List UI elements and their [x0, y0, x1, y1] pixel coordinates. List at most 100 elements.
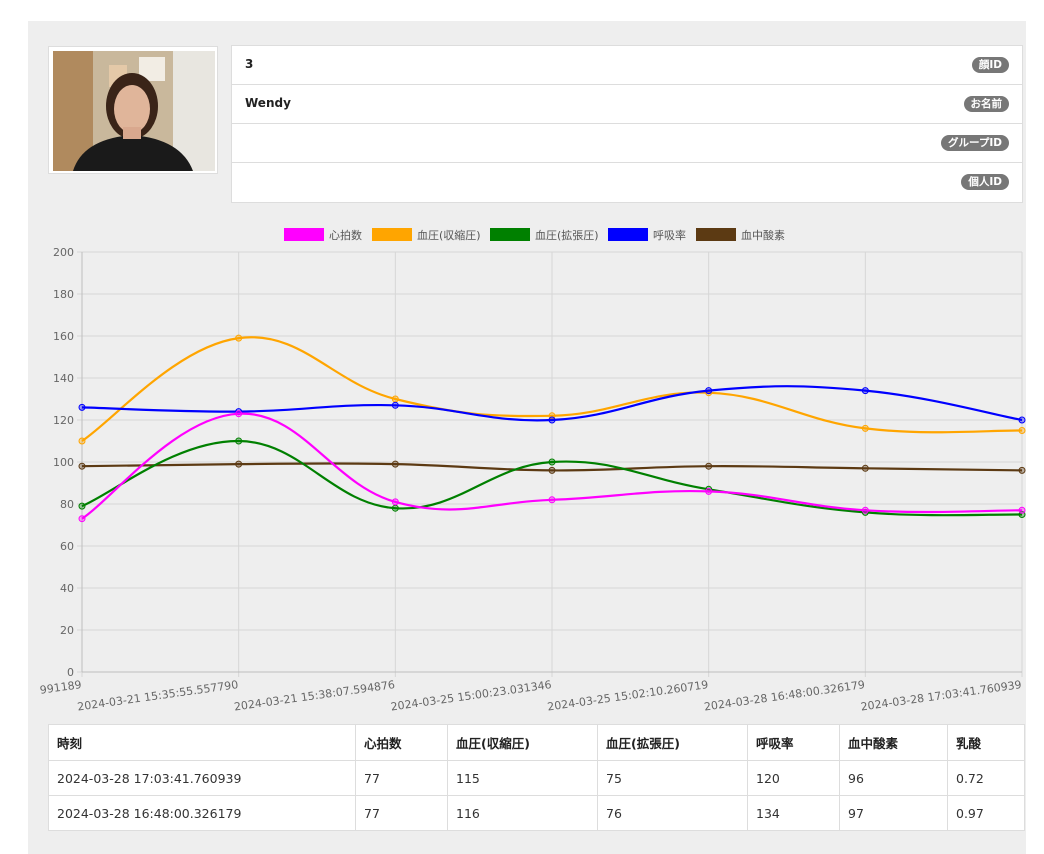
y-tick-label: 80: [60, 498, 74, 511]
x-tick-label: 2024-03-25 15:00:23.031346: [390, 678, 553, 712]
profile-info: 3 顔ID Wendy お名前 グループID 個人ID: [231, 45, 1023, 203]
data-point: [78, 403, 86, 411]
cell-heart-rate: 77: [355, 795, 448, 831]
y-tick-label: 180: [53, 288, 74, 301]
cell-time: 2024-03-28 17:03:41.760939: [48, 760, 356, 796]
data-point: [78, 462, 86, 470]
x-tick-label: 2024-03-28 16:48:00.326179: [703, 678, 866, 712]
table-header-row: 時刻 心拍数 血圧(収縮圧) 血圧(拡張圧) 呼吸率 血中酸素 乳酸: [48, 724, 1025, 761]
data-point: [548, 496, 556, 504]
x-tick-label: 2024-03-28 17:03:41.760939: [860, 678, 1023, 712]
cell-diastolic: 75: [597, 760, 748, 796]
data-point: [391, 395, 399, 403]
data-point: [705, 487, 713, 495]
legend-swatch: [608, 228, 648, 241]
table-row: 2024-03-28 17:03:41.760939 77 115 75 120…: [48, 760, 1025, 796]
header-diastolic: 血圧(拡張圧): [597, 724, 748, 761]
legend-swatch: [490, 228, 530, 241]
data-point: [1018, 427, 1026, 434]
series-line: [81, 336, 1023, 442]
face-id-row: 3 顔ID: [232, 46, 1022, 85]
x-tick-label: 2024-03-25 15:02:10.260719: [547, 678, 710, 712]
series-line: [81, 412, 1023, 520]
data-point: [391, 401, 399, 409]
group-id-row: グループID: [232, 124, 1022, 163]
x-tick-label: 991189: [39, 678, 82, 697]
cell-systolic: 115: [447, 760, 598, 796]
header-time: 時刻: [48, 724, 356, 761]
data-point: [235, 460, 243, 468]
y-tick-label: 200: [53, 246, 74, 259]
vitals-line-chart: 0204060801001201401601802009911892024-03…: [39, 228, 1026, 712]
cell-systolic: 116: [447, 795, 598, 831]
portrait-image: [53, 51, 215, 171]
cell-blood-oxygen: 97: [839, 795, 948, 831]
header-respiration: 呼吸率: [747, 724, 840, 761]
data-point: [1018, 416, 1026, 424]
cell-lactate: 0.97: [947, 795, 1025, 831]
y-tick-label: 140: [53, 372, 74, 385]
cell-diastolic: 76: [597, 795, 748, 831]
x-tick-label: 2024-03-21 15:35:55.557790: [77, 678, 240, 712]
group-id-badge: グループID: [941, 135, 1009, 151]
personal-id-badge: 個人ID: [961, 174, 1009, 190]
data-point: [548, 458, 556, 466]
data-point: [235, 410, 243, 418]
series-line: [81, 439, 1023, 517]
y-tick-label: 0: [67, 666, 74, 679]
data-point: [548, 466, 556, 474]
data-point: [78, 515, 86, 523]
legend-swatch: [696, 228, 736, 241]
name-value: Wendy: [245, 96, 291, 110]
data-point: [705, 462, 713, 470]
y-tick-label: 100: [53, 456, 74, 469]
data-point: [861, 387, 869, 395]
data-point: [235, 334, 243, 342]
header-blood-oxygen: 血中酸素: [839, 724, 948, 761]
cell-respiration: 134: [747, 795, 840, 831]
legend-label: 血圧(拡張圧): [535, 228, 599, 242]
x-tick-label: 2024-03-21 15:38:07.594876: [233, 678, 396, 712]
legend-swatch: [284, 228, 324, 241]
header-heart-rate: 心拍数: [355, 724, 448, 761]
legend-label: 心拍数: [329, 228, 362, 242]
series-line: [81, 462, 1023, 472]
personal-id-row: 個人ID: [232, 163, 1022, 202]
y-tick-label: 40: [60, 582, 74, 595]
y-tick-label: 120: [53, 414, 74, 427]
data-point: [861, 464, 869, 472]
face-photo: [48, 46, 218, 174]
cell-lactate: 0.72: [947, 760, 1025, 796]
face-id-badge: 顔ID: [971, 57, 1009, 73]
legend-label: 血中酸素: [741, 228, 785, 242]
y-tick-label: 20: [60, 624, 74, 637]
y-tick-label: 60: [60, 540, 74, 553]
data-point: [391, 460, 399, 468]
header-systolic: 血圧(収縮圧): [447, 724, 598, 761]
data-point: [861, 424, 869, 432]
vitals-table: 時刻 心拍数 血圧(収縮圧) 血圧(拡張圧) 呼吸率 血中酸素 乳酸 2024-…: [48, 724, 1025, 831]
data-point: [705, 387, 713, 395]
name-row: Wendy お名前: [232, 85, 1022, 124]
name-badge: お名前: [963, 96, 1009, 112]
legend-swatch: [372, 228, 412, 241]
data-point: [391, 498, 399, 506]
data-point: [548, 416, 556, 424]
data-point: [1018, 506, 1026, 514]
header-lactate: 乳酸: [947, 724, 1025, 761]
legend-label: 血圧(収縮圧): [417, 228, 481, 242]
face-id-value: 3: [245, 57, 254, 71]
cell-blood-oxygen: 96: [839, 760, 948, 796]
data-point: [78, 437, 86, 445]
data-point: [391, 504, 399, 512]
y-tick-label: 160: [53, 330, 74, 343]
cell-heart-rate: 77: [355, 760, 448, 796]
legend-label: 呼吸率: [653, 228, 686, 242]
table-row: 2024-03-28 16:48:00.326179 77 116 76 134…: [48, 795, 1025, 831]
data-point: [861, 506, 869, 514]
series-line: [81, 385, 1023, 422]
data-point: [235, 437, 243, 445]
cell-time: 2024-03-28 16:48:00.326179: [48, 795, 356, 831]
data-point: [1018, 466, 1026, 474]
cell-respiration: 120: [747, 760, 840, 796]
